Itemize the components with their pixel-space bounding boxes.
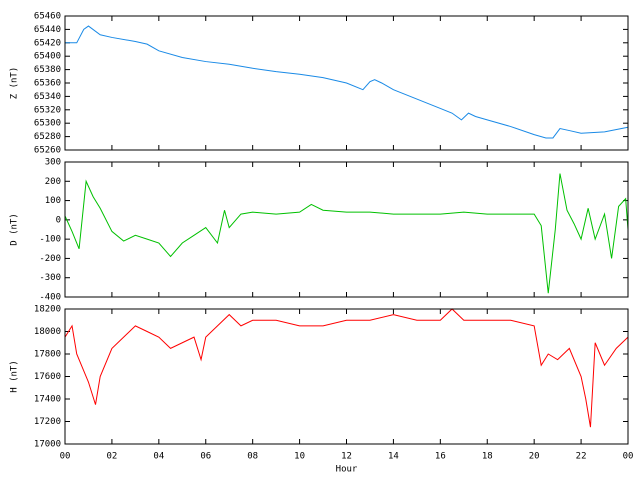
x-tick-label: 00 <box>60 452 71 462</box>
y-tick-label: 65260 <box>34 146 61 156</box>
y-tick-label: 65280 <box>34 132 61 142</box>
y-tick-label: 17200 <box>34 417 61 427</box>
y-tick-label: 65400 <box>34 52 61 62</box>
x-tick-label: 06 <box>200 452 211 462</box>
y-axis-label: Z (nT) <box>10 67 20 100</box>
y-tick-label: 17600 <box>34 372 61 382</box>
x-tick-label: 22 <box>576 452 587 462</box>
y-tick-label: 0 <box>56 215 61 225</box>
x-tick-label: 10 <box>294 452 305 462</box>
x-tick-label: 14 <box>388 452 399 462</box>
data-line <box>64 308 629 428</box>
y-tick-label: 17000 <box>34 440 61 450</box>
y-tick-label: -200 <box>39 254 61 264</box>
y-tick-label: 17800 <box>34 350 61 360</box>
x-tick-label: 18 <box>482 452 493 462</box>
y-tick-label: -400 <box>39 293 61 303</box>
y-tick-label: 18200 <box>34 305 61 315</box>
plot-frame <box>64 308 629 445</box>
x-tick-label: 20 <box>529 452 540 462</box>
y-tick-label: -100 <box>39 235 61 245</box>
plot-frame <box>64 15 629 151</box>
y-tick-label: 100 <box>45 196 61 206</box>
y-tick-label: 65360 <box>34 79 61 89</box>
y-tick-label: 200 <box>45 177 61 187</box>
y-tick-label: 65440 <box>34 25 61 35</box>
x-tick-label: 00 <box>623 452 634 462</box>
y-tick-label: 65460 <box>34 12 61 22</box>
y-tick-label: 65340 <box>34 92 61 102</box>
x-tick-label: 04 <box>153 452 164 462</box>
data-line <box>65 25 629 139</box>
y-tick-label: -300 <box>39 273 61 283</box>
x-tick-label: 16 <box>435 452 446 462</box>
y-axis-label: H (nT) <box>10 360 20 393</box>
y-axis-label: D (nT) <box>10 213 20 246</box>
x-tick-label: 02 <box>106 452 117 462</box>
x-tick-label: 12 <box>341 452 352 462</box>
plot-frame <box>64 161 629 298</box>
x-tick-label: 08 <box>247 452 258 462</box>
y-tick-label: 65320 <box>34 105 61 115</box>
y-tick-label: 300 <box>45 158 61 168</box>
y-tick-label: 65420 <box>34 38 61 48</box>
data-line <box>64 173 629 294</box>
x-axis-label: Hour <box>336 465 358 475</box>
y-tick-label: 17400 <box>34 395 61 405</box>
y-tick-label: 65300 <box>34 119 61 129</box>
y-tick-label: 18000 <box>34 327 61 337</box>
y-tick-label: 65380 <box>34 65 61 75</box>
